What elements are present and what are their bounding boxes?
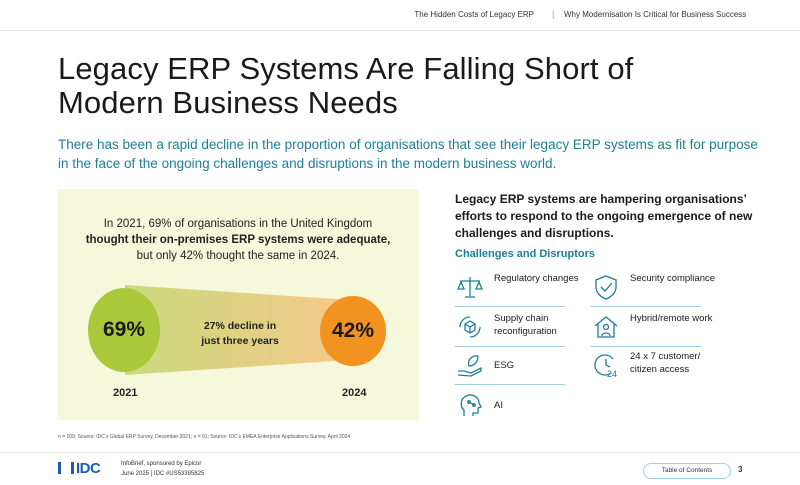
hand-leaf-icon <box>457 355 482 377</box>
challenges-title: Challenges and Disruptors <box>455 248 595 260</box>
year-2021: 2021 <box>113 387 138 399</box>
footnote: n = 109; Source: IDC’s Global ERP Survey… <box>58 434 351 440</box>
supply-chain-icon <box>459 316 481 338</box>
svg-text:24: 24 <box>607 369 617 379</box>
decline-label: 27% decline in just three years <box>201 320 279 347</box>
challenge-label: ESG <box>494 360 515 371</box>
challenge-label: Supply chain reconfiguration <box>494 313 557 337</box>
idc-logo: IDC <box>58 460 101 477</box>
page-title: Legacy ERP Systems Are Falling Short of … <box>58 51 634 120</box>
page-number: 3 <box>738 465 743 474</box>
stat-line-1: In 2021, 69% of organisations in the Uni… <box>103 218 373 230</box>
challenge-label: 24 x 7 customer/ citizen access <box>630 351 701 375</box>
challenge-label: AI <box>494 400 503 411</box>
value-2024-circle: 42% <box>320 296 386 366</box>
stat-line-3: but only 42% thought the same in 2024. <box>136 250 340 262</box>
challenge-label: Hybrid/remote work <box>630 313 713 324</box>
top-header: The Hidden Costs of Legacy ERP | Why Mod… <box>0 0 800 31</box>
clock-24-icon: 24 <box>594 354 617 379</box>
challenge-label: Regulatory changes <box>494 273 579 284</box>
stat-panel-text: In 2021, 69% of organisations in the Uni… <box>57 216 419 264</box>
value-2021-circle: 69% <box>88 288 160 372</box>
ai-head-icon <box>460 394 482 416</box>
logo-mark <box>58 462 74 474</box>
year-2024: 2024 <box>342 387 367 399</box>
home-person-icon <box>594 316 618 338</box>
report-title: The Hidden Costs of Legacy ERP <box>414 10 534 19</box>
page-subtitle: There has been a rapid decline in the pr… <box>58 137 758 171</box>
value-2024: 42% <box>331 319 375 342</box>
shield-icon <box>595 275 617 300</box>
right-heading: Legacy ERP systems are hampering organis… <box>455 192 753 240</box>
footer-divider <box>0 452 800 453</box>
table-of-contents-button[interactable]: Table of Contents <box>643 463 731 479</box>
header-separator: | <box>552 9 555 19</box>
challenge-label: Security compliance <box>630 273 716 284</box>
footer-date-id: June 2025 | IDC #US53385825 <box>121 471 205 477</box>
decline-funnel <box>125 285 350 375</box>
value-2021: 69% <box>102 318 146 341</box>
section-title: Why Modernisation Is Critical for Busine… <box>564 10 747 19</box>
footer-sponsor: InfoBrief, sponsored by Epicor <box>121 461 202 467</box>
scales-icon <box>457 277 483 298</box>
stat-line-2: thought their on-premises ERP systems we… <box>85 234 391 246</box>
